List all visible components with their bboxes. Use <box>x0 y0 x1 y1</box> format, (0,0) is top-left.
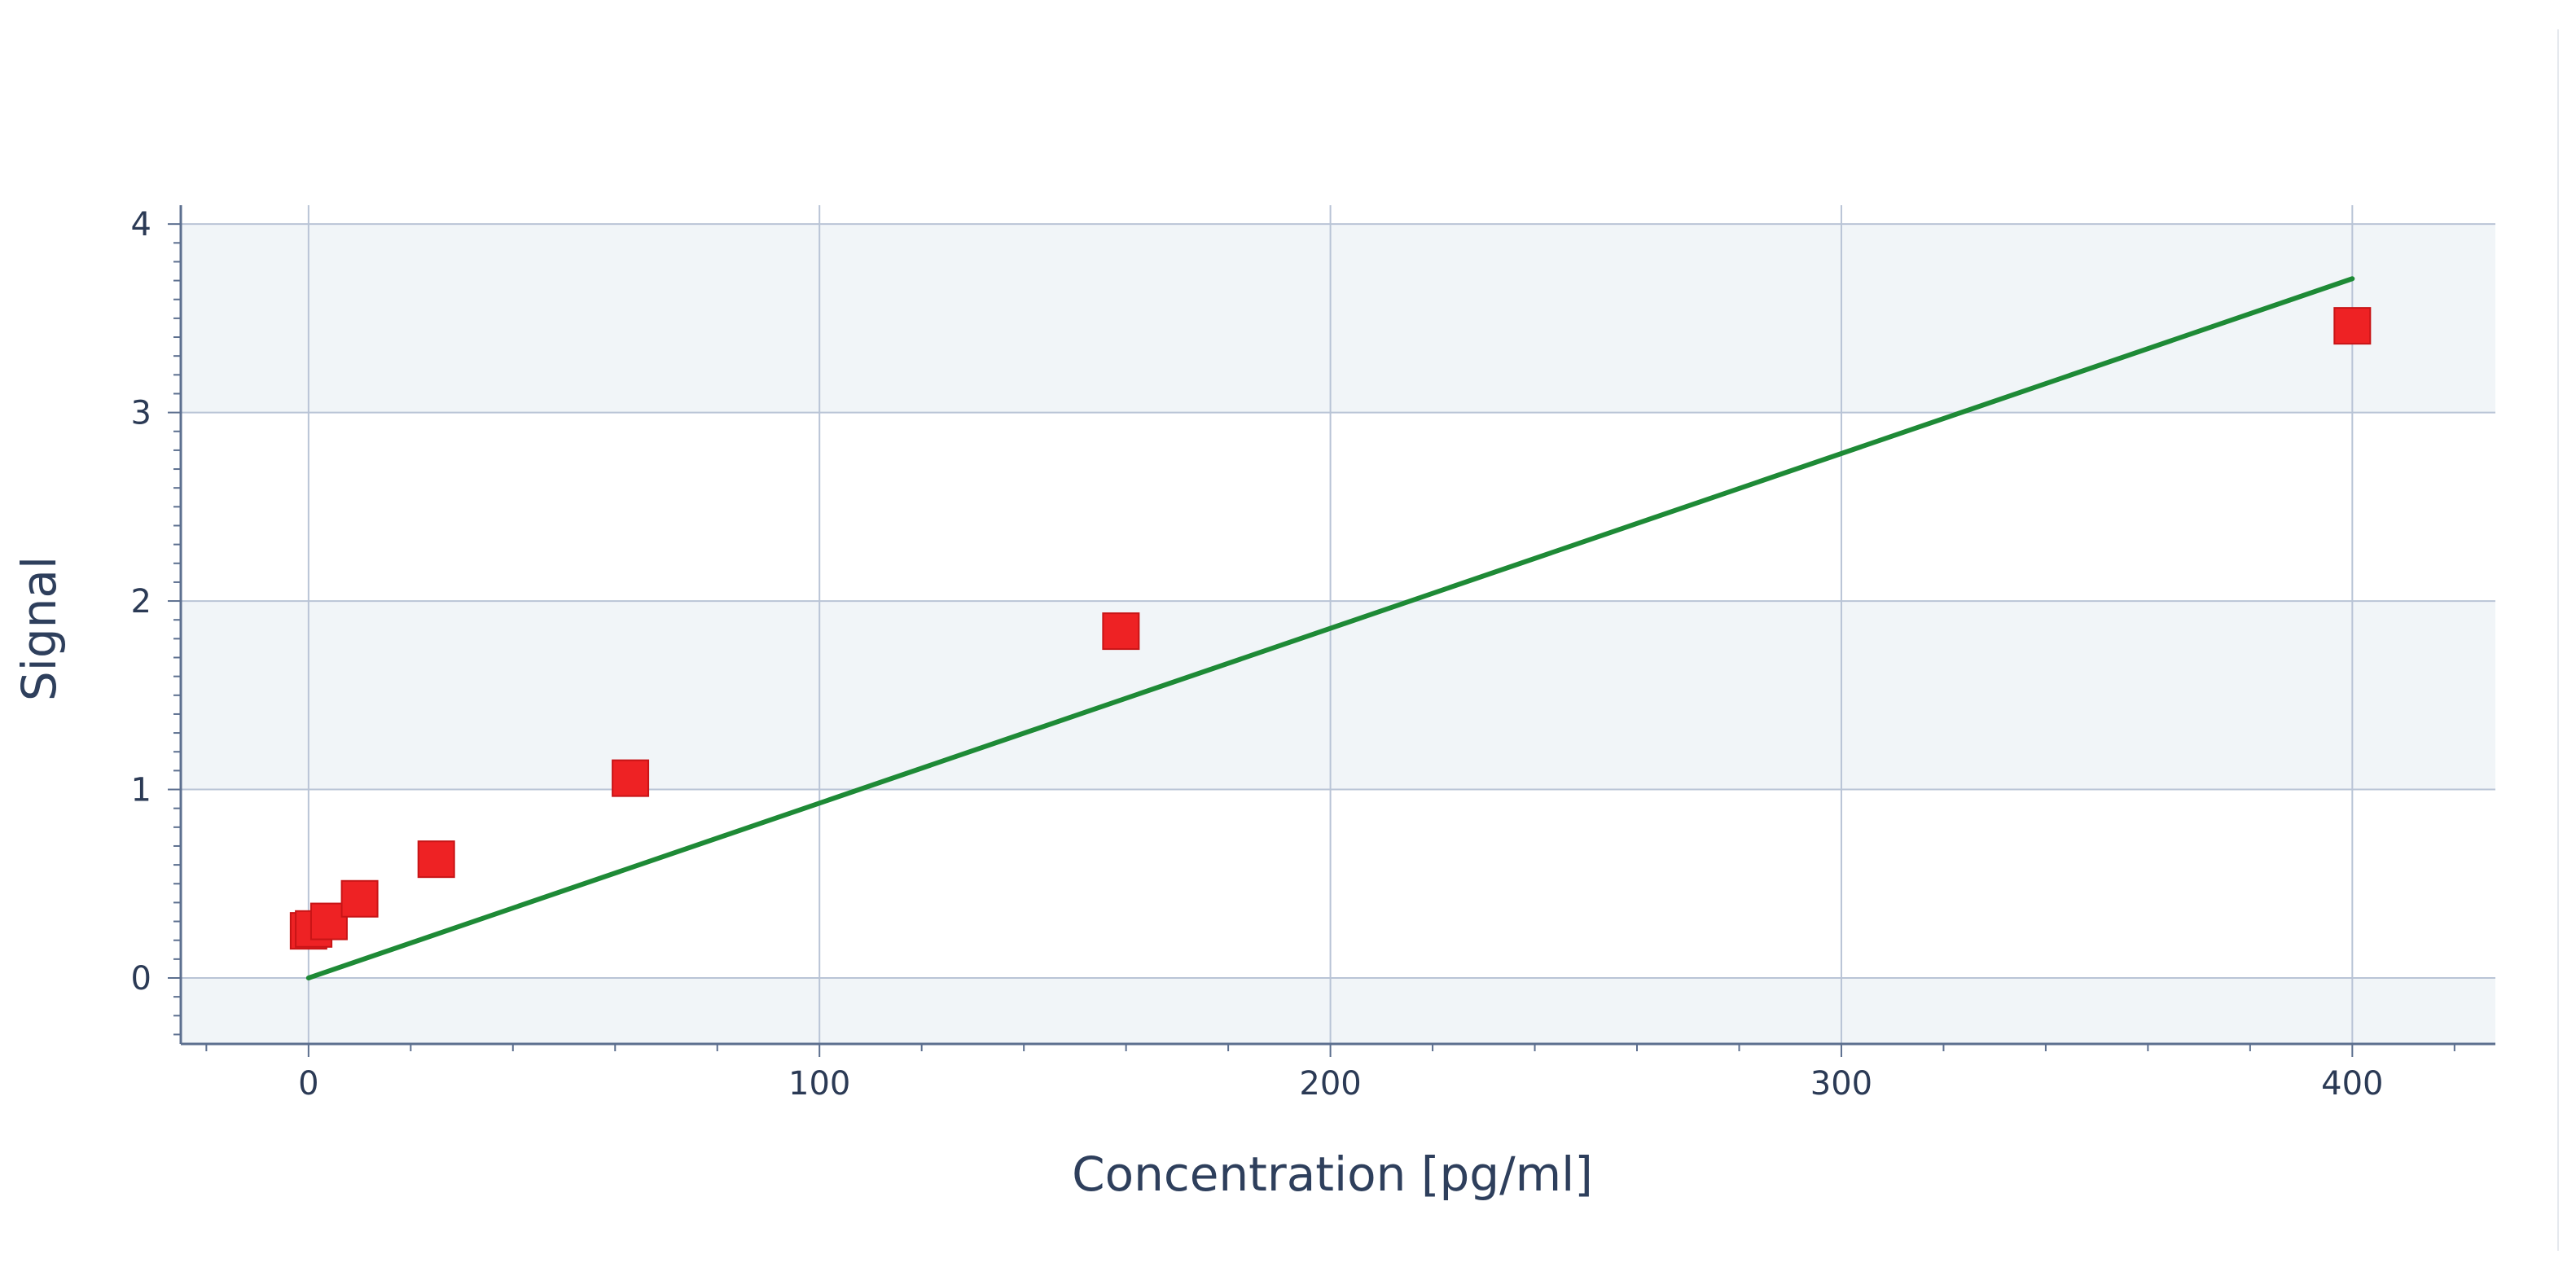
series-layer <box>289 276 2372 980</box>
data-point <box>417 840 455 879</box>
grid-lines <box>181 205 2495 1044</box>
axes <box>179 205 2495 1046</box>
data-point <box>340 879 379 918</box>
x-tick-label: 200 <box>1299 1065 1361 1103</box>
plot-band <box>181 224 2495 413</box>
x-tick-label: 100 <box>788 1065 850 1103</box>
x-axis-title: Concentration [pg/ml] <box>1072 1147 1593 1202</box>
y-tick-label: 0 <box>131 960 151 998</box>
tick-labels: 0 100 200 300 400 0 1 2 3 4 <box>131 206 2384 1103</box>
data-point <box>1102 612 1140 651</box>
y-tick-label: 1 <box>131 772 151 809</box>
x-tick-label: 400 <box>2321 1065 2383 1103</box>
plot-band <box>181 601 2495 790</box>
data-point <box>612 759 650 797</box>
y-tick-label: 4 <box>131 206 151 243</box>
x-tick-label: 300 <box>1810 1065 1872 1103</box>
x-tick-label: 0 <box>298 1065 318 1103</box>
right-divider <box>2557 29 2559 1251</box>
y-tick-label: 2 <box>131 583 151 620</box>
fit-line <box>305 276 2355 980</box>
plot-band <box>181 977 2495 1044</box>
tick-marks <box>168 223 2455 1057</box>
y-tick-label: 3 <box>131 395 151 432</box>
data-point <box>2333 307 2372 345</box>
plot-bands <box>181 205 2495 1044</box>
y-axis-title: Signal <box>11 556 67 701</box>
